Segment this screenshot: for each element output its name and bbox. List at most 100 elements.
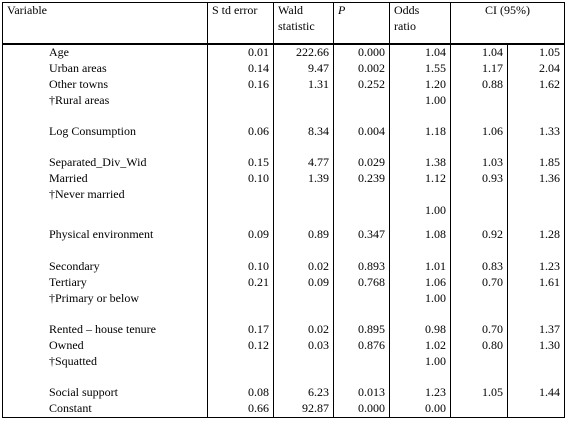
cell-variable: †Primary or below: [2, 290, 208, 307]
cell-ci-high: 1.37: [539, 321, 560, 336]
cell-ci-low: 0.70: [450, 321, 508, 338]
cell-odds-ratio: 1.20: [389, 77, 451, 94]
spacer-row: [2, 219, 565, 228]
spacer-cell: [273, 306, 334, 322]
spacer-cell: [450, 369, 508, 385]
cell-odds-ratio: 1.02: [389, 337, 451, 354]
table-row: Tertiary 0.21 0.09 0.768 1.06 0.70 1.61: [2, 274, 565, 291]
cell-ci-low: 0.88: [450, 77, 508, 94]
cell-std-error: 0.21: [207, 274, 274, 291]
cell-std-error: 0.01: [207, 44, 274, 62]
spacer-row: [2, 306, 565, 322]
spacer-row: [2, 369, 565, 385]
cell-std-error: 0.12: [207, 337, 274, 354]
cell-std-error: [207, 187, 274, 204]
spacer-cell: [273, 369, 334, 385]
table-row: Separated_Div_Wid 0.15 4.77 0.029 1.38 1.03 1.…: [2, 155, 565, 172]
cell-ci-low: 0.70: [450, 274, 508, 291]
spacer-cell: [389, 219, 451, 228]
cell-wald: 8.34: [273, 124, 334, 141]
cell-ci-high: [508, 203, 565, 219]
cell-variable: Rented – house tenure: [2, 321, 208, 338]
cell-odds-ratio: 1.55: [389, 61, 451, 78]
spacer-cell: [508, 109, 565, 124]
cell-p: [333, 93, 390, 110]
cell-wald: [273, 290, 334, 307]
spacer-cell: [450, 109, 508, 125]
table-row: Rented – house tenure 0.17 0.02 0.895 0.98 0.…: [2, 321, 565, 338]
spacer-cell: [333, 109, 390, 125]
cell-ci-high: 1.85: [539, 155, 560, 170]
cell-p: [333, 290, 390, 307]
cell-ci-low: [450, 93, 508, 110]
header-variable: Variable: [2, 2, 208, 45]
cell-ci-low: [450, 290, 508, 307]
cell-p: 0.895: [333, 321, 390, 338]
cell-odds-ratio: 1.00: [389, 290, 451, 307]
spacer-cell: [207, 306, 274, 322]
table-row: Age 0.01 222.66 0.000 1.04 1.04 1.05: [2, 44, 565, 62]
table-row: Married 0.10 1.39 0.239 1.12 0.93 1.36: [2, 171, 565, 188]
cell-std-error: [207, 93, 274, 110]
cell-variable: [2, 203, 208, 220]
cell-wald: [273, 203, 334, 220]
header-std-error: S td error: [207, 2, 274, 45]
cell-variable: Separated_Div_Wid: [2, 155, 208, 172]
cell-ci-high: [508, 354, 565, 370]
spacer-row: [2, 140, 565, 156]
cell-std-error: 0.08: [207, 384, 274, 401]
cell-p: 0.347: [333, 227, 390, 244]
cell-odds-ratio: 1.08: [389, 227, 451, 244]
cell-ci-low: [450, 187, 508, 204]
cell-ci-high: 1.33: [539, 124, 560, 139]
table-row: Social support 0.08 6.23 0.013 1.23 1.05 1.44: [2, 384, 565, 401]
table-row: †Squatted 1.00: [2, 353, 565, 370]
spacer-cell: [450, 140, 508, 156]
cell-std-error: 0.09: [207, 227, 274, 244]
cell-ci-high: 1.61: [539, 274, 560, 289]
cell-ci-high: 1.36: [539, 171, 560, 186]
cell-odds-ratio: 1.00: [389, 203, 451, 220]
cell-p: 0.893: [333, 258, 390, 275]
table-row: 1.00: [2, 203, 565, 220]
cell-odds-ratio: 1.18: [389, 124, 451, 141]
spacer-cell: [2, 369, 208, 385]
cell-ci-high: 2.04: [539, 61, 560, 76]
cell-ci-low: 0.83: [450, 258, 508, 275]
spacer-cell: [333, 243, 390, 259]
cell-odds-ratio: 0.00: [389, 400, 451, 418]
cell-std-error: [207, 203, 274, 220]
cell-ci-high: [508, 291, 565, 307]
spacer-cell: [508, 140, 565, 155]
spacer-cell: [450, 219, 508, 228]
cell-std-error: 0.14: [207, 61, 274, 78]
cell-std-error: [207, 353, 274, 370]
cell-ci-low: 1.05: [450, 384, 508, 401]
cell-ci-low: 1.06: [450, 124, 508, 141]
cell-wald: [273, 187, 334, 204]
cell-odds-ratio: 1.38: [389, 155, 451, 172]
spacer-cell: [389, 306, 451, 322]
table-row: Constant 0.66 92.87 0.000 0.00: [2, 400, 565, 418]
cell-p: 0.002: [333, 61, 390, 78]
header-row: Variable S td error Wald statistic P Odds…: [2, 2, 565, 45]
cell-p: 0.029: [333, 155, 390, 172]
cell-odds-ratio: [389, 187, 451, 204]
spacer-cell: [207, 140, 274, 156]
spacer-cell: [273, 140, 334, 156]
spacer-row: [2, 243, 565, 259]
cell-p: 0.004: [333, 124, 390, 141]
spacer-cell: [207, 109, 274, 125]
spacer-cell: [508, 370, 565, 385]
cell-ci-high: [508, 401, 565, 418]
cell-variable: Owned: [2, 337, 208, 354]
cell-std-error: 0.16: [207, 77, 274, 94]
cell-ci-high: 1.44: [539, 384, 560, 399]
spacer-cell: [207, 369, 274, 385]
header-wald-statistic: Wald statistic: [273, 2, 334, 45]
table-row: Physical environment 0.09 0.89 0.347 1.08 0.9…: [2, 227, 565, 244]
cell-ci-high: 1.62: [539, 77, 560, 92]
cell-wald: 9.47: [273, 61, 334, 78]
header-wald-line1: Wald: [278, 3, 304, 17]
spacer-cell: [508, 307, 565, 322]
